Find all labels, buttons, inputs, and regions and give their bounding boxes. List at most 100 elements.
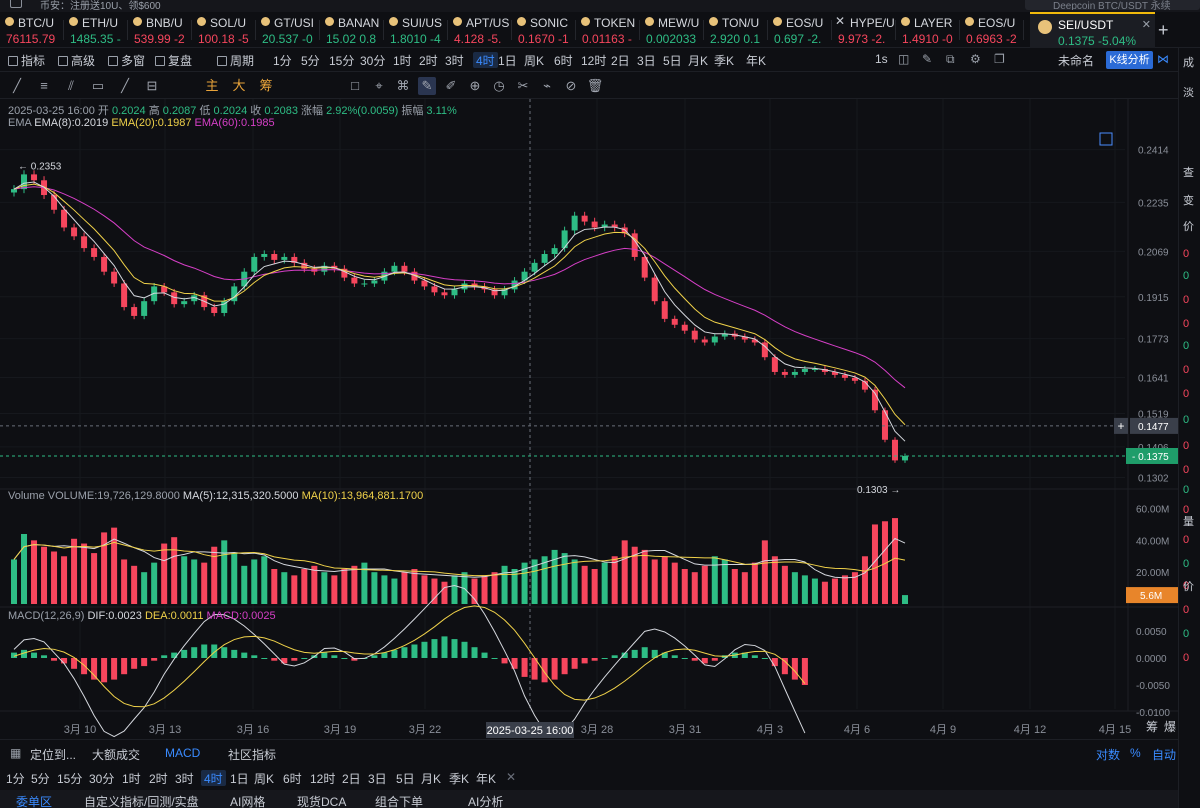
chart-tool-icon[interactable]: ⌘	[396, 78, 410, 93]
macd-name[interactable]: MACD(12,26,9)	[8, 610, 85, 622]
window-icon[interactable]	[10, 0, 22, 8]
tf-option[interactable]: 5日	[396, 772, 415, 786]
ticker-tab[interactable]: EOS/U 0.6963 -2	[960, 12, 1024, 48]
timeframe-6[interactable]: 5分	[301, 52, 320, 68]
bottom-tab[interactable]: AI网格	[230, 795, 266, 808]
tf-option[interactable]: 年K	[476, 772, 497, 786]
close-tab-icon[interactable]: ✕	[1141, 19, 1151, 31]
draw-tool-icon[interactable]: ⊟	[146, 78, 158, 93]
chart-tool-icon[interactable]: ✐	[445, 78, 457, 93]
tf-option[interactable]: 4时	[201, 770, 226, 786]
timeframe-19[interactable]: 5日	[663, 52, 682, 68]
timeframe-15[interactable]: 6时	[554, 52, 573, 68]
timeframe-8[interactable]: 30分	[360, 52, 385, 68]
ticker-tab[interactable]: ✕ HYPE/U 9.973 -2.	[832, 12, 896, 48]
chart-tool-icon[interactable]: ✎	[418, 77, 436, 95]
screenshot-icon[interactable]: ⧉	[946, 52, 955, 66]
macd-button[interactable]: MACD	[165, 746, 201, 760]
search-box[interactable]: Deepcoin BTC/USDT 永续	[1025, 0, 1200, 10]
ticker-tab[interactable]: SONIC 0.1670 -1	[512, 12, 576, 48]
ticker-tab[interactable]: BTC/U 76115.79	[0, 12, 64, 48]
copy-icon[interactable]: ❐	[994, 52, 1005, 66]
active-ticker-tab[interactable]: SEI/USDT 0.1375 -5.04% ✕	[1030, 12, 1155, 48]
chart-tool-icon[interactable]: ✂	[517, 78, 529, 93]
timeframe-14[interactable]: 周K	[524, 52, 544, 68]
share-icon[interactable]: ⋈	[1157, 52, 1169, 66]
ticker-tab[interactable]: GT/USI 20.537 -0	[256, 12, 320, 48]
tf-option[interactable]: 6时	[283, 772, 302, 786]
tf-option[interactable]: 1时	[122, 772, 141, 786]
add-tab-icon[interactable]: +	[1158, 20, 1169, 40]
timeframe-7[interactable]: 15分	[329, 52, 354, 68]
draw-tool-icon[interactable]: ⫽	[68, 78, 74, 93]
ticker-tab[interactable]: SOL/U 100.18 -5	[192, 12, 256, 48]
overlay-toggle-1[interactable]: 大	[232, 78, 246, 93]
bottom-tab[interactable]: 委单区	[16, 795, 53, 808]
timeframe-20[interactable]: 月K	[688, 52, 708, 68]
layout-name[interactable]: 未命名	[1058, 54, 1095, 68]
timeframe-10[interactable]: 2时	[419, 52, 438, 68]
tf-option[interactable]: 月K	[421, 772, 442, 786]
timeframe-11[interactable]: 3时	[445, 52, 464, 68]
timeframe-5[interactable]: 1分	[273, 52, 292, 68]
timeframe-13[interactable]: 1日	[498, 52, 517, 68]
draw-tool-icon[interactable]: ≡	[40, 78, 48, 93]
tf-option[interactable]: 2时	[149, 772, 168, 786]
chart-area[interactable]: 3月 10 3月 13 3月 16 3月 19 3月 22 3月 28 3月 31 4月 3 4…	[0, 99, 1178, 739]
overlay-toggle-2[interactable]: 筹	[259, 78, 273, 93]
ticker-tab[interactable]: EOS/U 0.697 -2.	[768, 12, 832, 48]
promo-notice[interactable]: 币安：注册送10U、领$600	[40, 1, 161, 12]
ticker-tab[interactable]: BNB/U 539.99 -2	[128, 12, 192, 48]
chart-tool-icon[interactable]: □	[351, 78, 359, 93]
period-button[interactable]: 周期	[217, 52, 254, 68]
chart-tool-icon[interactable]: ⌁	[543, 78, 551, 93]
ticker-tab[interactable]: TON/U 2.920 0.1	[704, 12, 768, 48]
community-button[interactable]: 社区指标	[228, 748, 277, 762]
timeframe-17[interactable]: 2日	[611, 52, 630, 68]
bottom-tab[interactable]: 组合下单	[375, 795, 424, 808]
ticker-tab[interactable]: ETH/U 1485.35 -	[64, 12, 128, 48]
draw-tool-icon[interactable]: ╱	[121, 78, 129, 93]
axis-option-0[interactable]: 对数	[1096, 748, 1121, 762]
bottom-tab[interactable]: AI分析	[468, 795, 504, 808]
volume-name[interactable]: Volume	[8, 490, 45, 502]
tf-option[interactable]: 2日	[342, 772, 361, 786]
replay-button[interactable]: 复盘	[155, 52, 192, 68]
timeframe-16[interactable]: 12时	[581, 52, 606, 68]
tf-option[interactable]: 1日	[230, 772, 249, 786]
ticker-tab[interactable]: BANAN 15.02 0.8	[320, 12, 384, 48]
settings-icon[interactable]: ⚙	[970, 52, 981, 66]
chart-canvas[interactable]: 3月 10 3月 13 3月 16 3月 19 3月 22 3月 28 3月 31 4月 3 4…	[0, 99, 1178, 739]
timeframe-22[interactable]: 年K	[746, 52, 766, 68]
tf-option[interactable]: 5分	[31, 772, 50, 786]
kline-analysis-button[interactable]: K线分析	[1106, 51, 1153, 69]
locate-button[interactable]: 定位到...	[30, 748, 77, 762]
draw-tool-icon[interactable]: ▭	[91, 78, 105, 93]
ticker-tab[interactable]: APT/US 4.128 -5.	[448, 12, 512, 48]
bottom-tab[interactable]: 自定义指标/回测/实盘	[84, 795, 199, 808]
ticker-tab[interactable]: TOKEN 0.01163 -	[576, 12, 640, 48]
tf-option[interactable]: 15分	[57, 772, 83, 786]
ticker-tab[interactable]: LAYER 1.4910 -0	[896, 12, 960, 48]
timeframe-9[interactable]: 1时	[393, 52, 412, 68]
indicators-button[interactable]: 指标	[8, 52, 45, 68]
tf-option[interactable]: 3时	[175, 772, 194, 786]
draw-tool-icon[interactable]: ╱	[13, 78, 21, 93]
trade-button[interactable]: 大额成交	[92, 748, 141, 762]
advanced-button[interactable]: 高级	[58, 52, 95, 68]
bottom-tab[interactable]: 现货DCA	[297, 795, 347, 808]
chart-tool-icon[interactable]: ⌖	[375, 78, 383, 93]
ticker-tab[interactable]: SUI/US 1.8010 -4	[384, 12, 448, 48]
interval-label[interactable]: 1s	[875, 52, 888, 66]
timeframe-18[interactable]: 3日	[637, 52, 656, 68]
chart-tool-icon[interactable]: 🗑	[586, 78, 604, 93]
timeframe-21[interactable]: 季K	[714, 52, 734, 68]
chart-tool-icon[interactable]: ◷	[493, 78, 505, 93]
tf-option[interactable]: 1分	[6, 772, 25, 786]
multi-window-button[interactable]: 多窗	[108, 52, 145, 68]
calendar-icon[interactable]: ▦	[10, 746, 22, 760]
tf-option[interactable]: 季K	[449, 772, 470, 786]
camera-icon[interactable]: ◫	[898, 52, 910, 66]
clear-icon[interactable]: ✕	[506, 770, 517, 784]
tf-option[interactable]: 周K	[254, 772, 275, 786]
